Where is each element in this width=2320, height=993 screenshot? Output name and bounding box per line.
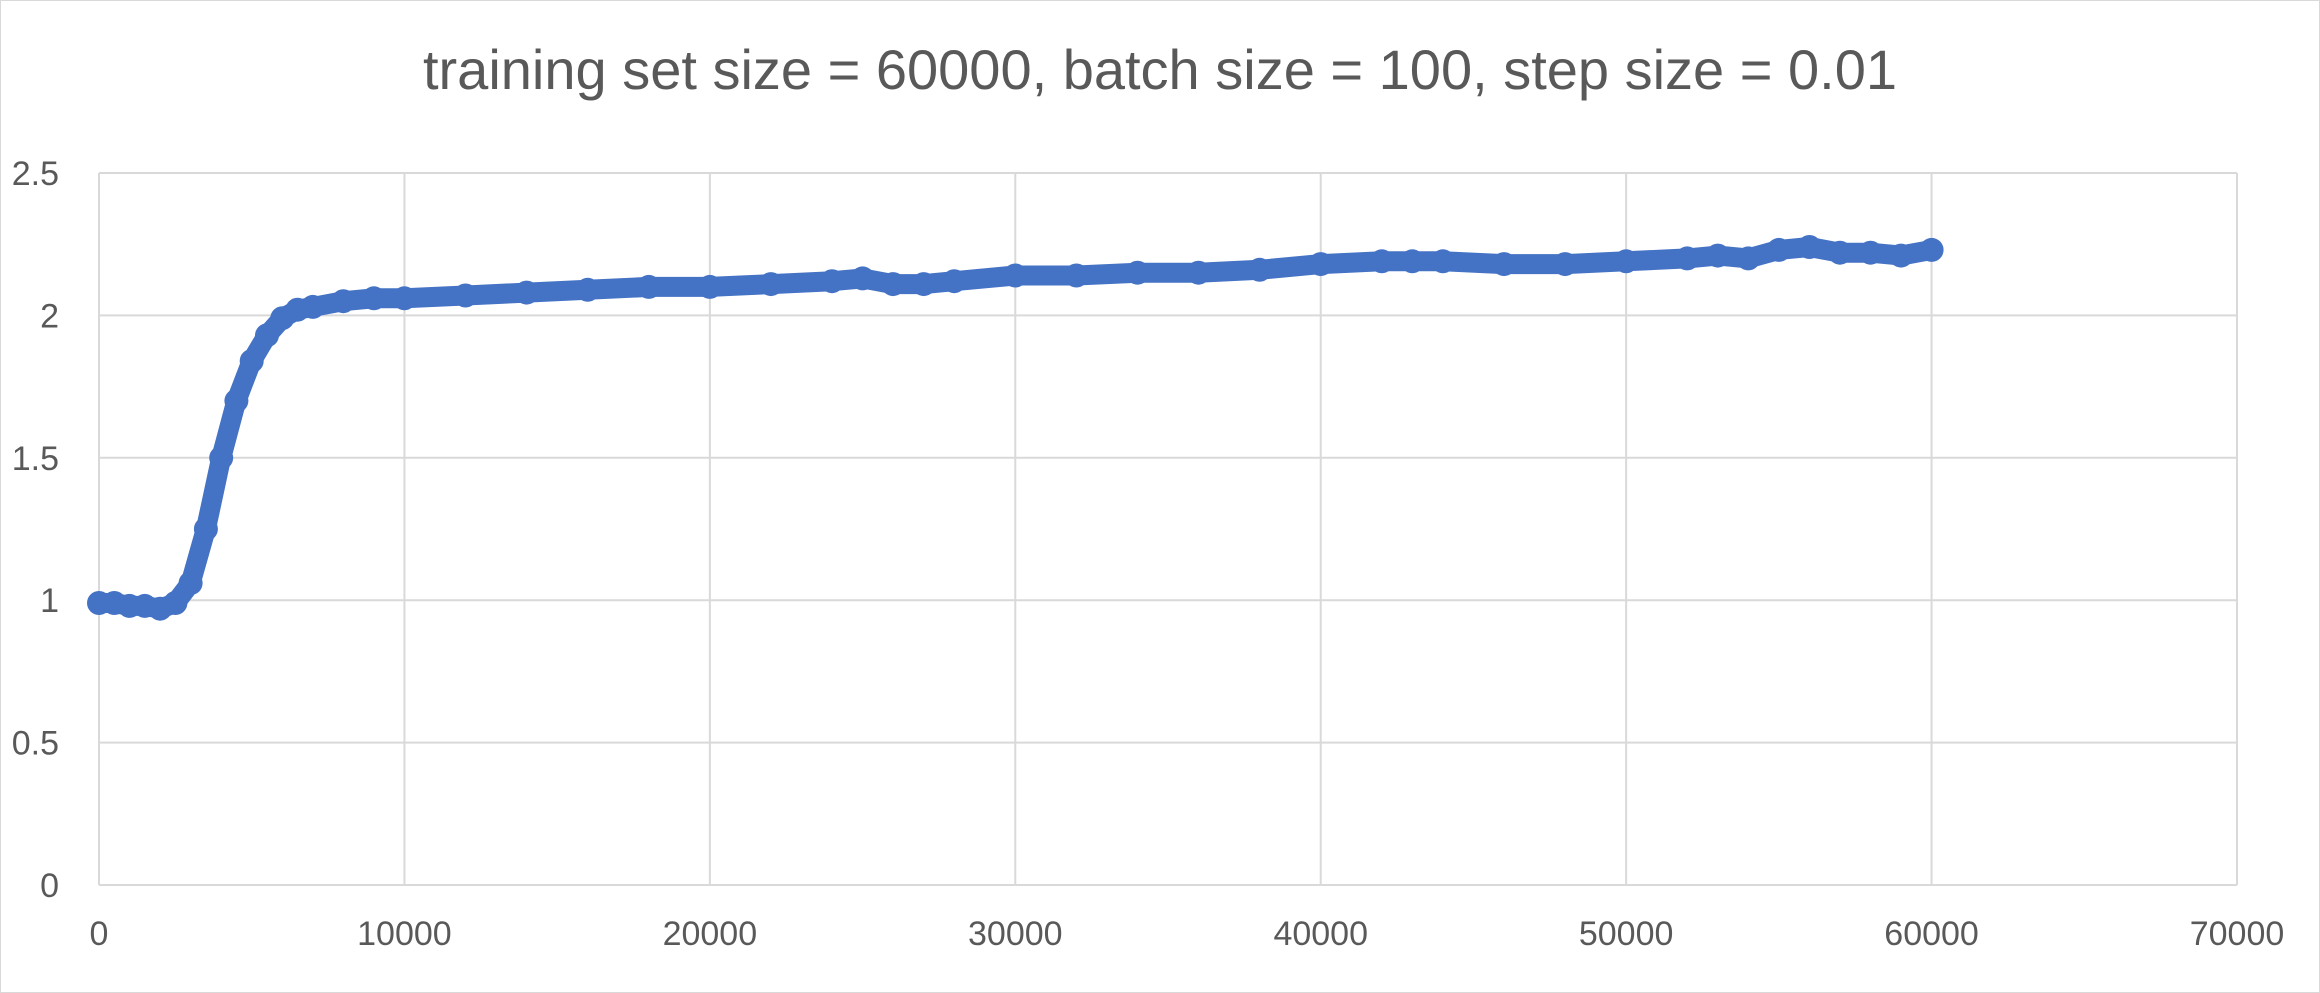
data-point bbox=[1797, 235, 1822, 259]
data-point bbox=[255, 323, 279, 348]
data-point bbox=[1400, 249, 1425, 274]
data-point bbox=[1308, 252, 1333, 277]
x-tick-label: 30000 bbox=[968, 915, 1063, 953]
y-tick-label: 2.5 bbox=[12, 155, 59, 193]
data-point bbox=[453, 283, 478, 308]
x-tick-label: 40000 bbox=[1273, 915, 1368, 953]
tick-labels: 0 0.5 1 1.5 2 2.5 0 10000 20000 30000 40000 50000 60… bbox=[12, 155, 2285, 953]
data-point bbox=[1553, 252, 1578, 277]
data-point bbox=[942, 269, 967, 294]
data-series bbox=[87, 235, 1944, 621]
y-tick-label: 1 bbox=[40, 582, 59, 620]
data-point bbox=[163, 591, 188, 615]
data-point bbox=[514, 280, 539, 305]
data-point bbox=[1492, 252, 1516, 277]
data-point bbox=[1369, 249, 1394, 274]
data-point bbox=[697, 274, 722, 299]
data-point bbox=[575, 277, 600, 302]
y-tick-label: 1.5 bbox=[12, 440, 59, 478]
data-point bbox=[1675, 246, 1700, 271]
data-point bbox=[1064, 263, 1089, 288]
data-point bbox=[1186, 260, 1211, 285]
y-tick-label: 2 bbox=[40, 297, 59, 335]
x-tick-label: 0 bbox=[90, 915, 109, 953]
data-point bbox=[1919, 237, 1944, 262]
x-tick-label: 20000 bbox=[663, 915, 758, 953]
data-point bbox=[361, 286, 386, 311]
data-point bbox=[1766, 237, 1791, 262]
data-point bbox=[1827, 240, 1852, 265]
data-point bbox=[1125, 260, 1150, 285]
data-point bbox=[1889, 243, 1913, 268]
chart-title: training set size = 60000, batch size = … bbox=[422, 38, 1898, 101]
x-tick-label: 70000 bbox=[2190, 915, 2285, 953]
data-point bbox=[1247, 257, 1272, 282]
data-point bbox=[209, 445, 234, 470]
data-point bbox=[331, 289, 356, 314]
data-point bbox=[224, 388, 249, 413]
data-point bbox=[758, 272, 783, 297]
data-point bbox=[239, 349, 264, 373]
data-point bbox=[1003, 263, 1028, 288]
data-point bbox=[1705, 243, 1730, 268]
x-tick-label: 50000 bbox=[1579, 915, 1674, 953]
data-point bbox=[1736, 246, 1761, 271]
x-tick-label: 60000 bbox=[1884, 915, 1979, 953]
data-point bbox=[636, 274, 661, 299]
y-tick-label: 0.5 bbox=[12, 725, 59, 763]
data-point bbox=[193, 517, 218, 541]
data-point bbox=[820, 269, 844, 294]
data-point bbox=[911, 272, 936, 297]
x-tick-label: 10000 bbox=[357, 915, 452, 953]
data-point bbox=[881, 272, 906, 297]
data-point bbox=[1858, 240, 1883, 265]
data-point bbox=[392, 286, 417, 311]
data-point bbox=[178, 571, 203, 596]
data-point bbox=[1614, 249, 1639, 274]
data-point bbox=[850, 266, 875, 291]
y-tick-label: 0 bbox=[40, 867, 59, 905]
data-point bbox=[300, 294, 325, 319]
data-point bbox=[1430, 249, 1455, 274]
